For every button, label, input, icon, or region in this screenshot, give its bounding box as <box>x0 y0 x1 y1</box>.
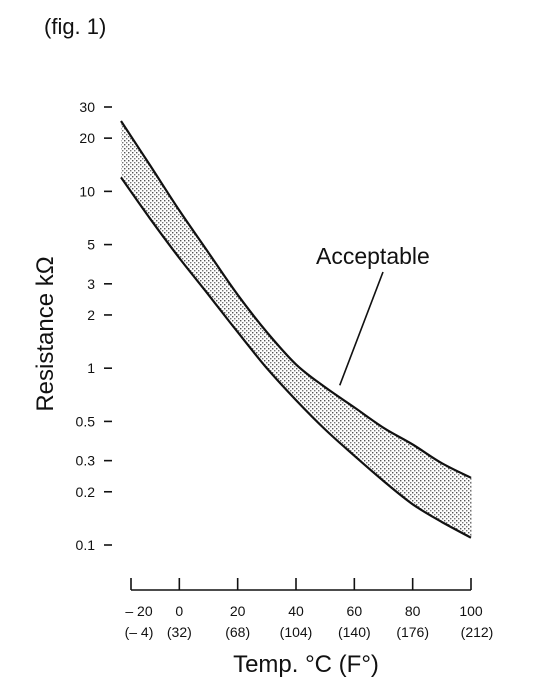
x-axis: – 20 (– 4) 0 (32) 20 (68) 40 (104) 60 (140) 80 (176… <box>125 578 494 640</box>
x-tick-sublabel: (– 4) <box>125 624 154 640</box>
x-tick-label: 60 <box>347 603 363 619</box>
y-tick-label: 0.5 <box>76 413 96 429</box>
acceptable-band <box>121 121 471 538</box>
y-tick-label: 2 <box>87 307 95 323</box>
acceptable-label: Acceptable <box>316 243 430 269</box>
x-tick-label: 80 <box>405 603 421 619</box>
y-tick-label: 0.2 <box>76 484 96 500</box>
y-tick-label: 30 <box>79 99 95 115</box>
y-tick-label: 0.1 <box>76 537 96 553</box>
y-axis-title: Resistance kΩ <box>32 256 59 411</box>
upper-limit-curve <box>120 120 472 479</box>
y-tick-label: 10 <box>79 183 95 199</box>
x-tick-label: 20 <box>230 603 246 619</box>
lower-limit-curve <box>120 176 472 539</box>
x-tick-sublabel: (176) <box>396 624 429 640</box>
x-axis-title: Temp. °C (F°) <box>233 651 379 678</box>
curve-layer <box>120 120 472 539</box>
y-tick-label: 3 <box>87 276 95 292</box>
acceptable-band-layer <box>121 121 471 538</box>
x-tick-label: 100 <box>459 603 483 619</box>
x-tick-label: – 20 <box>125 603 152 619</box>
y-tick-label: 20 <box>79 130 95 146</box>
x-tick-sublabel: (104) <box>280 624 313 640</box>
y-tick-label: 1 <box>87 360 95 376</box>
y-tick-label: 0.3 <box>76 453 96 469</box>
x-tick-label: 40 <box>288 603 304 619</box>
figure-label: (fig. 1) <box>44 14 107 39</box>
y-tick-label: 5 <box>87 237 95 253</box>
y-axis: 30 20 10 5 3 2 1 0.5 0.3 0.2 0.1 <box>76 99 112 553</box>
annotation-layer: Acceptable <box>316 243 430 386</box>
x-tick-sublabel: (68) <box>225 624 250 640</box>
x-tick-sublabel: (140) <box>338 624 371 640</box>
x-tick-sublabel: (212) <box>461 624 494 640</box>
x-tick-label: 0 <box>175 603 183 619</box>
x-tick-sublabel: (32) <box>167 624 192 640</box>
annotation-leader-line <box>339 271 384 386</box>
